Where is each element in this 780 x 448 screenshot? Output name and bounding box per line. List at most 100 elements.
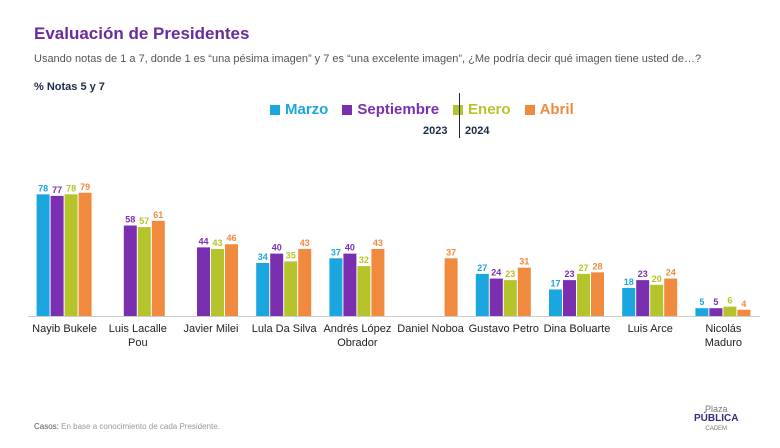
bar (123, 225, 137, 316)
bar (737, 309, 751, 316)
x-tick-label: Luis Arce (627, 323, 673, 335)
bar (78, 192, 92, 316)
data-label: 23 (564, 269, 574, 279)
bar (64, 194, 78, 316)
x-tick-label: Daniel Noboa (397, 323, 464, 335)
x-tick-label: Luis Lacalle Pou (108, 323, 167, 349)
bar (636, 280, 650, 316)
legend-item: Septiembre (342, 101, 439, 118)
logo: Plaza PÚBLICA CADEM (694, 404, 738, 434)
bar (563, 280, 576, 316)
data-label: 58 (125, 215, 135, 225)
x-tick-label: Javier Milei (183, 323, 239, 335)
logo-sub: CADEM (705, 426, 728, 432)
legend-label: Marzo (285, 101, 329, 118)
legend: Marzo Septiembre Enero Abril (270, 101, 574, 118)
subtitle: Usando notas de 1 a 7, donde 1 es “una p… (34, 53, 702, 65)
bar (695, 308, 709, 316)
logo-main: PÚBLICA (694, 413, 739, 424)
data-label: 20 (652, 274, 662, 284)
legend-item: Enero (453, 101, 511, 118)
data-label: 43 (300, 238, 310, 248)
legend-swatch (453, 104, 464, 115)
footer: Casos: En base a conocimiento de cada Pr… (34, 422, 220, 431)
legend-label: Enero (468, 101, 511, 118)
data-label: 61 (153, 210, 163, 220)
bar (36, 194, 50, 316)
bar (489, 278, 503, 316)
data-label: 23 (638, 269, 648, 279)
data-label: 23 (505, 269, 515, 279)
bar (284, 261, 298, 316)
data-label: 79 (80, 182, 90, 192)
bar (371, 248, 385, 316)
measure: % Notas 5 y 7 (34, 81, 105, 93)
data-label: 43 (373, 238, 383, 248)
footer-text: En base a conocimiento de cada President… (61, 422, 220, 431)
year-label: 2023 (423, 125, 448, 137)
bar (197, 247, 210, 316)
legend-swatch (524, 104, 535, 115)
data-label: 24 (666, 268, 676, 278)
legend-swatch (270, 104, 280, 115)
bar (622, 287, 636, 316)
bar (151, 220, 165, 316)
data-label: 77 (52, 185, 62, 195)
year-label: 2024 (465, 125, 490, 137)
data-label: 27 (477, 263, 487, 273)
data-label: 4 (741, 299, 746, 309)
data-label: 37 (331, 247, 341, 257)
data-label: 78 (66, 183, 76, 193)
bar (329, 258, 343, 316)
bar (664, 278, 678, 316)
data-label: 6 (727, 296, 732, 306)
bar (503, 280, 517, 316)
legend-item: Abril (524, 101, 574, 118)
legend-swatch (342, 104, 353, 115)
bar (723, 306, 737, 316)
data-label: 34 (258, 252, 268, 262)
data-label: 40 (345, 243, 355, 253)
data-label: 32 (359, 255, 369, 265)
footer-label: Casos: (34, 422, 59, 431)
bar (270, 253, 284, 316)
data-label: 35 (286, 250, 296, 260)
data-label: 24 (491, 268, 501, 278)
data-label: 78 (38, 183, 48, 193)
data-label: 43 (212, 238, 222, 248)
data-label: 17 (550, 278, 560, 288)
bar (256, 262, 270, 316)
data-label: 40 (272, 243, 282, 253)
bar (577, 273, 590, 316)
data-label: 18 (624, 277, 634, 287)
x-tick-label: Andrés López Obrador (323, 323, 392, 349)
data-label: 31 (519, 257, 529, 267)
data-label: 28 (592, 261, 602, 271)
data-label: 27 (578, 263, 588, 273)
x-tick-label: Lula Da Silva (251, 323, 317, 335)
legend-label: Abril (539, 101, 574, 118)
bar (50, 195, 64, 316)
bar (444, 258, 458, 316)
bar (225, 244, 238, 316)
bar (709, 308, 723, 316)
legend-item: Marzo (270, 101, 328, 118)
legend-label: Septiembre (357, 101, 440, 118)
bar (137, 227, 151, 316)
data-label: 44 (198, 236, 208, 246)
data-label: 5 (699, 297, 704, 307)
divider (459, 93, 460, 138)
data-label: 46 (226, 233, 236, 243)
x-tick-label: Gustavo Petro (468, 323, 539, 335)
bar (549, 289, 562, 316)
bar (591, 272, 604, 316)
bar (211, 248, 224, 316)
x-tick-label: Nayib Bukele (32, 323, 97, 335)
logo-top: Plaza (704, 404, 728, 414)
data-label: 5 (713, 297, 718, 307)
data-label: 57 (139, 216, 149, 226)
chart-title: Evaluación de Presidentes (34, 24, 250, 43)
bar (517, 267, 531, 316)
